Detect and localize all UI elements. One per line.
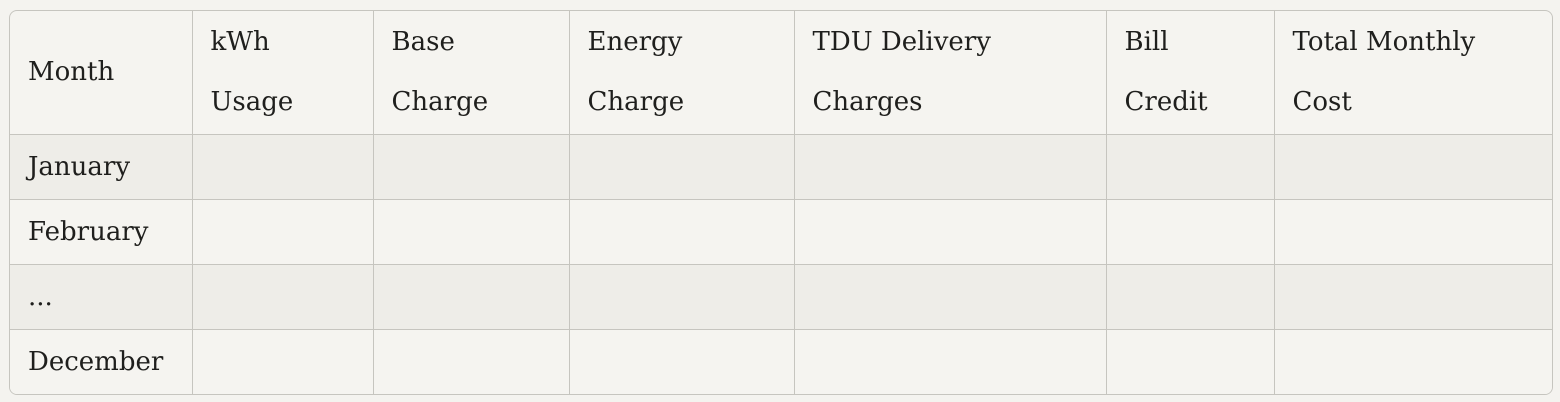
table-row: February	[10, 198, 1552, 265]
cell	[1105, 133, 1275, 200]
cell	[372, 328, 570, 394]
cell-month: December	[10, 328, 193, 394]
header-total-monthly-cost: Total Monthly Cost	[1273, 11, 1552, 135]
header-kwh-usage: kWh Usage	[191, 11, 374, 135]
table-row: ...	[10, 263, 1552, 330]
cell	[793, 198, 1107, 265]
cell	[568, 328, 795, 394]
monthly-cost-table: Month kWh Usage Base Charge Energy Charg…	[10, 11, 1552, 394]
cell	[1273, 133, 1552, 200]
header-tdu-delivery-charges: TDU Delivery Charges	[793, 11, 1107, 135]
cell	[793, 133, 1107, 200]
header-month: Month	[10, 11, 193, 135]
cell-month: February	[10, 198, 193, 265]
table-row: December	[10, 328, 1552, 394]
cell	[1105, 263, 1275, 330]
cell	[793, 263, 1107, 330]
header-base-charge: Base Charge	[372, 11, 570, 135]
cell	[1105, 198, 1275, 265]
cell	[191, 133, 374, 200]
cost-table-container: Month kWh Usage Base Charge Energy Charg…	[9, 10, 1553, 395]
cell	[568, 133, 795, 200]
cell	[568, 263, 795, 330]
cell	[191, 198, 374, 265]
cell	[372, 263, 570, 330]
cell	[1273, 328, 1552, 394]
cell	[1273, 198, 1552, 265]
cell	[372, 133, 570, 200]
cell	[191, 263, 374, 330]
cell-month: January	[10, 133, 193, 200]
header-energy-charge: Energy Charge	[568, 11, 795, 135]
cell	[372, 198, 570, 265]
table-row: January	[10, 133, 1552, 200]
cell	[793, 328, 1107, 394]
cell	[1273, 263, 1552, 330]
cell	[1105, 328, 1275, 394]
header-row: Month kWh Usage Base Charge Energy Charg…	[10, 11, 1552, 135]
cell	[191, 328, 374, 394]
cell	[568, 198, 795, 265]
header-bill-credit: Bill Credit	[1105, 11, 1275, 135]
cell-month: ...	[10, 263, 193, 330]
